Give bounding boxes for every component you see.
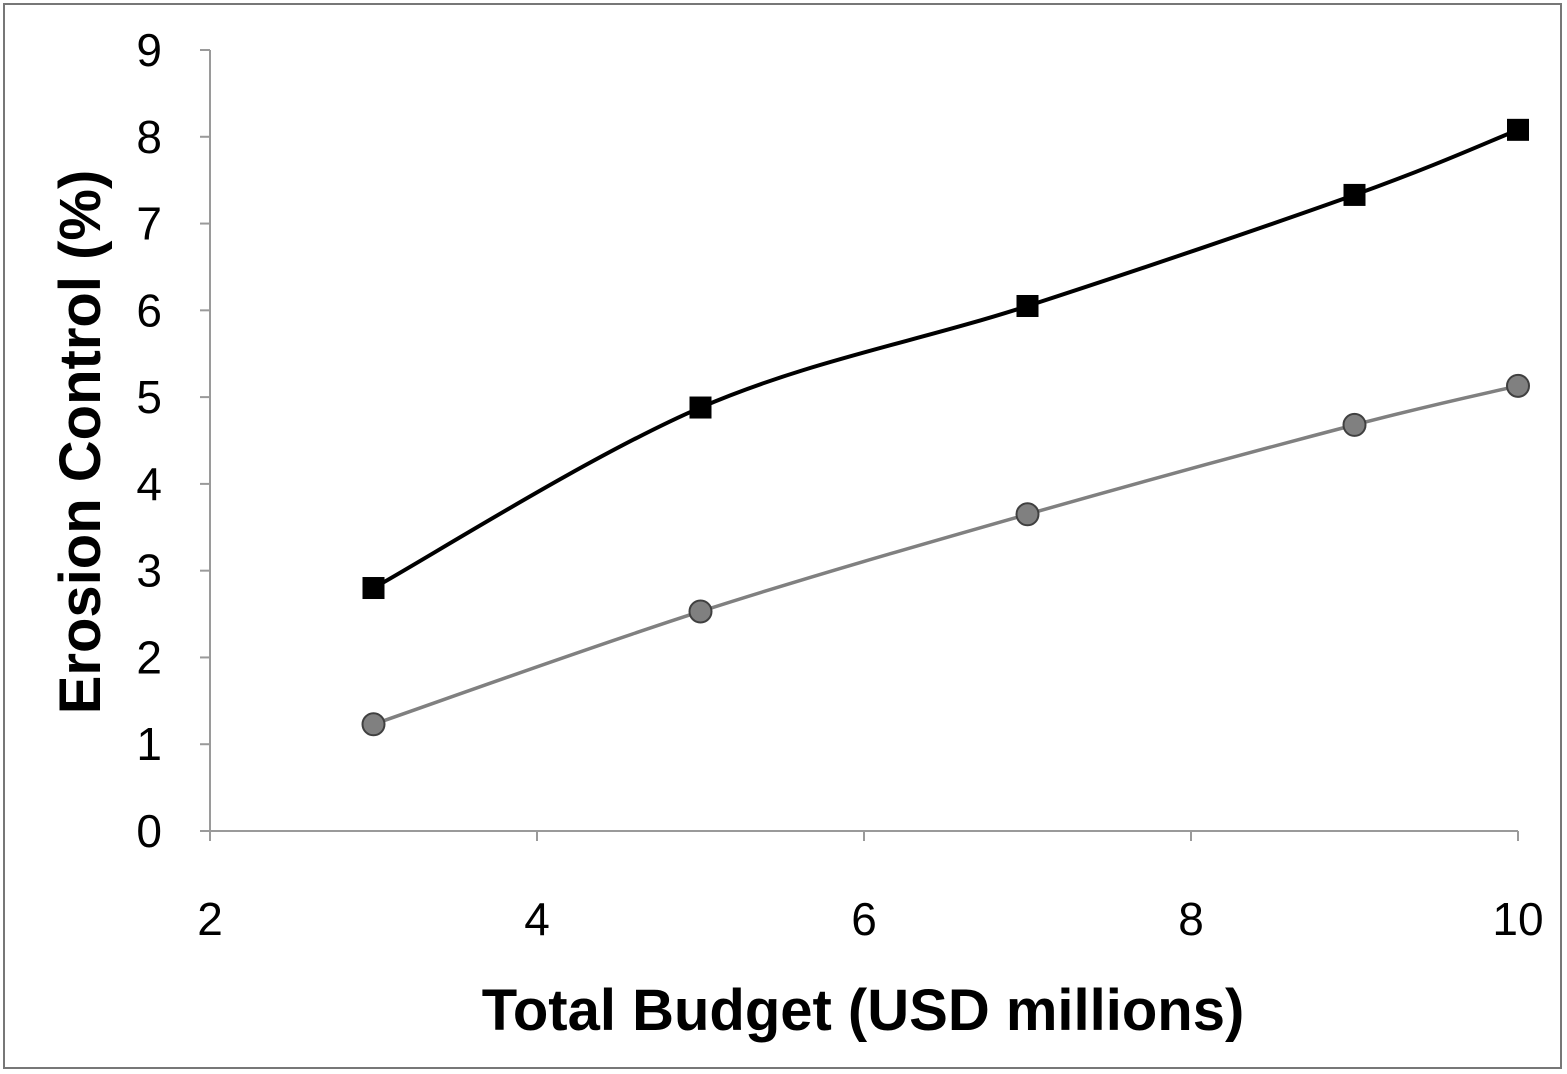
x-tick-label: 2	[197, 893, 223, 945]
series-1-point	[1343, 183, 1366, 206]
series-1-point	[1507, 118, 1529, 141]
y-axis-title: Erosion Control (%)	[48, 170, 113, 715]
y-tick-label: 5	[136, 371, 162, 423]
series-2-point	[361, 712, 386, 737]
y-tick-label: 2	[136, 631, 162, 683]
tick-labels: 0 1 2 3 4 5 6 7 8 9 2 4 6 8 10	[136, 24, 1543, 945]
series-1-point	[362, 577, 385, 600]
x-tick-label: 10	[1492, 893, 1543, 945]
series-2-point	[1015, 502, 1040, 527]
series-1	[362, 118, 1529, 600]
y-tick-label: 1	[136, 718, 162, 770]
series-1-point	[689, 396, 712, 419]
series-2-point	[688, 599, 713, 624]
y-tick-label: 9	[136, 24, 162, 76]
x-tick-label: 8	[1178, 893, 1204, 945]
y-tick-label: 6	[136, 284, 162, 336]
series-group	[361, 118, 1530, 737]
series-1-point	[1016, 294, 1039, 317]
y-tick-label: 0	[136, 805, 162, 857]
x-tick-label: 6	[851, 893, 877, 945]
y-tick-label: 8	[136, 111, 162, 163]
y-tick-label: 7	[136, 198, 162, 250]
axes	[200, 49, 1519, 841]
chart-frame	[3, 3, 1562, 1069]
x-tick-label: 4	[524, 893, 550, 945]
y-tick-label: 4	[136, 458, 162, 510]
y-tick-label: 3	[136, 545, 162, 597]
series-2-line	[372, 384, 1519, 726]
series-2-point	[1506, 373, 1530, 398]
x-axis-title: Total Budget (USD millions)	[482, 978, 1245, 1043]
series-2-point	[1342, 412, 1367, 437]
series-2	[361, 373, 1530, 737]
series-1-line	[372, 127, 1519, 590]
